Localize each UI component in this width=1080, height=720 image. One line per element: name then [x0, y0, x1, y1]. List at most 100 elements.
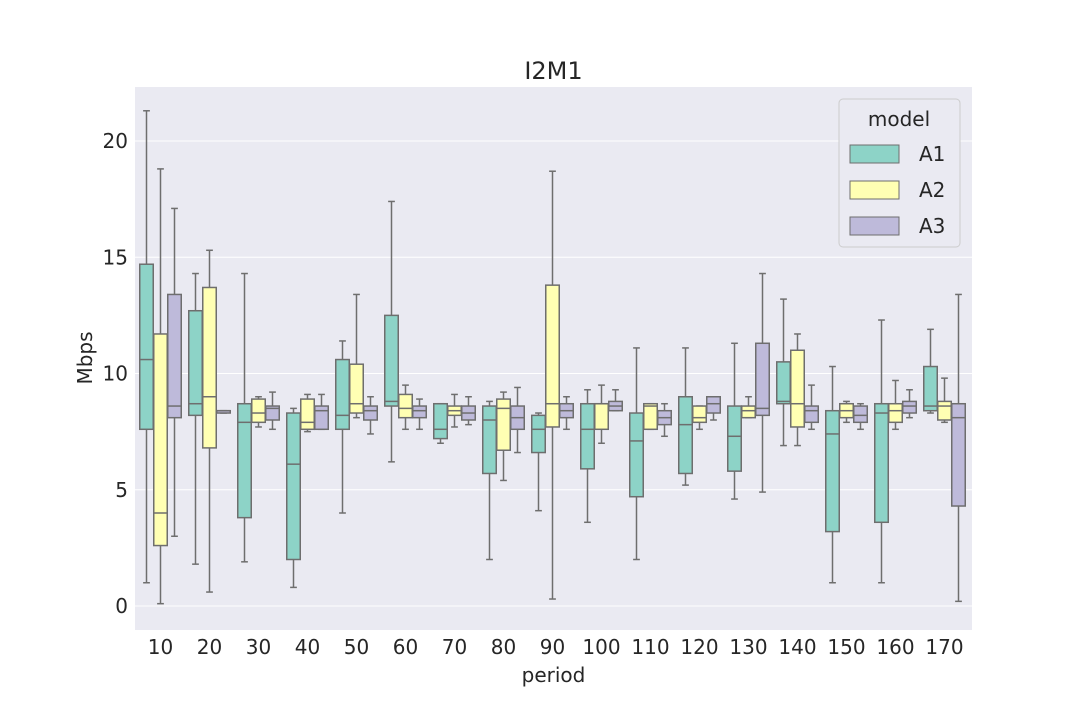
box-A1-60 — [384, 200, 399, 463]
box-iqr — [755, 342, 770, 417]
x-tick-label: 140 — [778, 635, 816, 659]
box-A3-80 — [510, 386, 525, 454]
legend-label-A1: A1 — [919, 142, 945, 166]
box-A1-100 — [580, 389, 595, 524]
box-iqr — [545, 284, 560, 428]
box-iqr — [951, 402, 966, 507]
box-A3-50 — [363, 396, 378, 435]
box-A2-110 — [643, 402, 658, 431]
box-A3-40 — [314, 393, 329, 431]
box-iqr — [692, 405, 707, 424]
x-tick-label: 130 — [729, 635, 767, 659]
legend-swatch-A2 — [849, 180, 900, 200]
x-tick-label: 40 — [295, 635, 320, 659]
box-A1-70 — [433, 402, 448, 444]
box-A1-10 — [139, 110, 154, 584]
box-A3-10 — [167, 207, 182, 537]
y-tick-label: 0 — [115, 594, 128, 618]
y-tick-labels: 0 5 10 15 20 — [103, 129, 128, 618]
box-A2-80 — [496, 391, 511, 482]
box-iqr — [433, 402, 448, 440]
y-tick-label: 5 — [115, 478, 128, 502]
box-A2-60 — [398, 384, 413, 431]
box-iqr — [776, 361, 791, 405]
box-A1-110 — [629, 347, 644, 561]
box-iqr — [202, 286, 217, 449]
box-iqr — [412, 405, 427, 419]
box-A3-30 — [265, 391, 280, 431]
box-A2-30 — [251, 396, 266, 428]
box-A3-160 — [902, 389, 917, 419]
box-A1-170 — [923, 328, 938, 414]
box-A3-130 — [755, 272, 770, 493]
box-A2-160 — [888, 379, 903, 431]
x-tick-label: 110 — [631, 635, 669, 659]
box-iqr — [923, 365, 938, 412]
box-iqr — [237, 402, 252, 519]
legend-label-A3: A3 — [919, 214, 945, 238]
box-iqr — [741, 405, 756, 419]
box-iqr — [531, 414, 546, 454]
box-iqr — [349, 363, 364, 414]
box-iqr — [629, 412, 644, 498]
x-tick-label: 150 — [827, 635, 865, 659]
box-iqr — [937, 400, 952, 421]
box-A1-160 — [874, 319, 889, 584]
x-tick-label: 30 — [246, 635, 271, 659]
box-A3-90 — [559, 396, 574, 431]
box-A2-150 — [839, 400, 854, 424]
box-A2-20 — [202, 249, 217, 593]
x-tick-label: 50 — [344, 635, 369, 659]
box-A3-20 — [216, 409, 231, 414]
x-tick-labels: 10 20 30 40 50 60 70 80 90 100 110 120 130 140 150 160 1… — [148, 635, 964, 659]
legend-frame — [838, 98, 961, 248]
box-A2-50 — [349, 293, 364, 419]
y-tick-label: 15 — [103, 245, 128, 269]
box-iqr — [594, 402, 609, 431]
y-tick-label: 10 — [103, 362, 128, 386]
legend-title: model — [868, 107, 930, 131]
box-iqr — [363, 405, 378, 421]
box-A2-10 — [153, 168, 168, 605]
box-iqr — [706, 396, 721, 414]
legend-swatch-A3 — [849, 216, 900, 236]
box-iqr — [727, 405, 742, 472]
y-tick-label: 20 — [103, 129, 128, 153]
box-iqr — [804, 405, 819, 424]
box-iqr — [188, 309, 203, 417]
box-iqr — [139, 263, 154, 431]
box-iqr — [678, 396, 693, 475]
box-iqr — [482, 405, 497, 475]
box-A3-70 — [461, 396, 476, 426]
box-A3-140 — [804, 384, 819, 431]
box-iqr — [153, 333, 168, 547]
box-A3-100 — [608, 389, 623, 412]
box-A1-150 — [825, 365, 840, 584]
x-tick-label: 80 — [491, 635, 516, 659]
box-iqr — [335, 358, 350, 431]
box-A2-140 — [790, 333, 805, 447]
box-A3-120 — [706, 396, 721, 421]
x-tick-label: 120 — [680, 635, 718, 659]
box-iqr — [874, 402, 889, 524]
box-A1-120 — [678, 347, 693, 486]
box-iqr — [384, 314, 399, 407]
box-iqr — [790, 349, 805, 428]
legend: model A1 A2 A3 — [838, 98, 961, 248]
x-tick-label: 70 — [442, 635, 467, 659]
boxes — [139, 110, 966, 605]
y-axis-label: Mbps — [73, 331, 97, 384]
box-iqr — [398, 393, 413, 419]
x-tick-label: 170 — [925, 635, 963, 659]
x-tick-label: 90 — [540, 635, 565, 659]
box-A1-90 — [531, 412, 546, 512]
x-tick-label: 20 — [197, 635, 222, 659]
box-iqr — [265, 405, 280, 421]
box-A2-170 — [937, 377, 952, 424]
box-iqr — [902, 400, 917, 414]
box-iqr — [853, 405, 868, 424]
box-iqr — [314, 405, 329, 431]
box-A2-90 — [545, 170, 560, 600]
box-iqr — [580, 402, 595, 470]
